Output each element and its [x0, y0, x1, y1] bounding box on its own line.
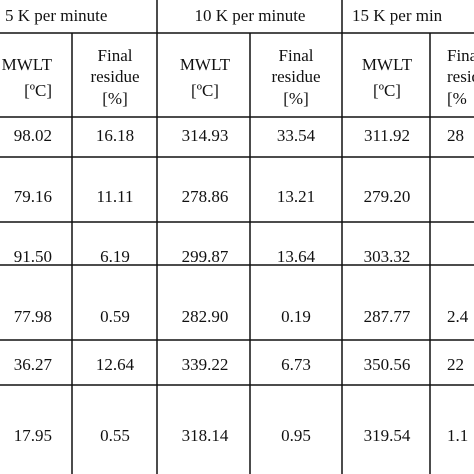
table-cell: 299.87 — [182, 247, 229, 266]
column-header: MWLT — [180, 55, 231, 74]
column-header: [ºC] — [373, 81, 401, 100]
table-cell: 17.95 — [14, 426, 52, 445]
table-cell: 6.19 — [100, 247, 130, 266]
column-header: MWLT — [2, 55, 53, 74]
column-group-header: 15 K per min — [352, 6, 443, 25]
table-cell: 303.32 — [364, 247, 411, 266]
table-cell: 0.55 — [100, 426, 130, 445]
column-header: Final — [98, 46, 133, 65]
table-cell: 11.11 — [97, 187, 134, 206]
table-cell: 77.98 — [14, 307, 52, 326]
table-cell: 33.54 — [277, 126, 316, 145]
column-group-header: 10 K per minute — [195, 6, 306, 25]
table-cell: 91.50 — [14, 247, 52, 266]
table-cell: 311.92 — [364, 126, 410, 145]
table-cell: 279.20 — [364, 187, 411, 206]
column-header: [ºC] — [191, 81, 219, 100]
table-cell: 339.22 — [182, 355, 229, 374]
table-cell: 282.90 — [182, 307, 229, 326]
table-cell: 318.14 — [182, 426, 229, 445]
table-cell: 319.54 — [364, 426, 411, 445]
table-cell: 278.86 — [182, 187, 229, 206]
column-header: [%] — [283, 89, 308, 108]
column-header: Final — [279, 46, 314, 65]
column-header: residue — [90, 67, 139, 86]
table-cell: 12.64 — [96, 355, 135, 374]
column-header: [%] — [102, 89, 127, 108]
column-header: [% — [447, 89, 467, 108]
table-cell: 98.02 — [14, 126, 52, 145]
table-cell: 22 — [447, 355, 464, 374]
table-cell: 1.1 — [447, 426, 468, 445]
table-cell: 16.18 — [96, 126, 134, 145]
table-cell: 13.64 — [277, 247, 316, 266]
table-cell: 350.56 — [364, 355, 411, 374]
table-cell: 79.16 — [14, 187, 52, 206]
column-header: MWLT — [362, 55, 413, 74]
table-cell: 0.95 — [281, 426, 311, 445]
table-cell: 0.19 — [281, 307, 311, 326]
table-cell: 314.93 — [182, 126, 229, 145]
column-header: residue — [271, 67, 320, 86]
table-cell: 287.77 — [364, 307, 411, 326]
column-header: residu — [447, 67, 474, 86]
table-cell: 2.4 — [447, 307, 469, 326]
table-cell: 0.59 — [100, 307, 130, 326]
column-header: [ºC] — [24, 81, 52, 100]
table-cell: 13.21 — [277, 187, 315, 206]
table-cell: 36.27 — [14, 355, 53, 374]
table-cell: 6.73 — [281, 355, 311, 374]
column-header: Final — [447, 46, 474, 65]
table-cell: 28 — [447, 126, 464, 145]
column-group-header: 5 K per minute — [5, 6, 107, 25]
